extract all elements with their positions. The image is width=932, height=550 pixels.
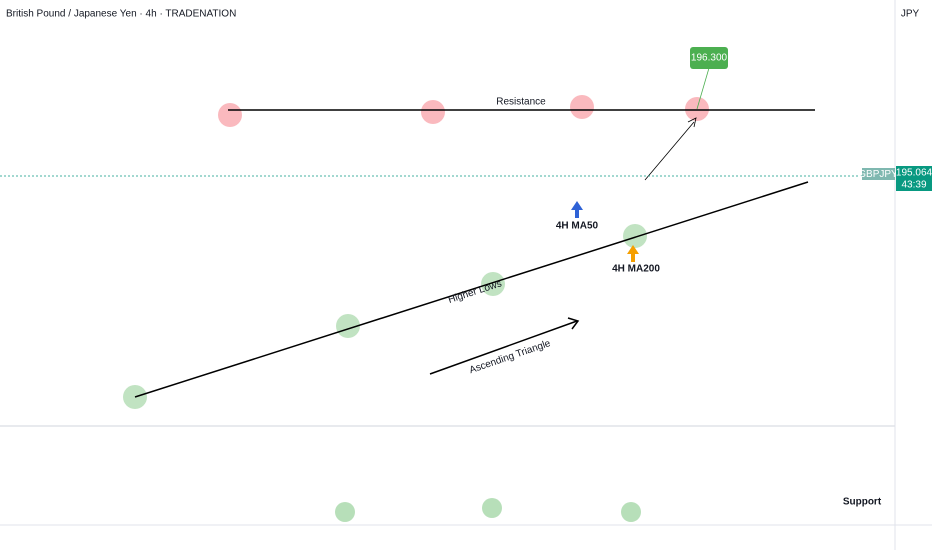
highlight-rsi: [335, 502, 355, 522]
symbol-box: [862, 168, 895, 180]
symbol-label: GBPJPY: [858, 169, 898, 180]
chart-title: British Pound / Japanese Yen · 4h · TRAD…: [6, 9, 236, 20]
highlight-rsi: [621, 502, 641, 522]
highlight-rsi: [482, 498, 502, 518]
triangle-arrow: [429, 320, 578, 375]
arrow-head: [687, 117, 697, 128]
ma200-label: 4H MA200: [612, 264, 660, 275]
highlight-top: [570, 95, 594, 119]
highlight-top: [218, 103, 242, 127]
last-price-box: [896, 166, 932, 191]
currency: JPY: [901, 9, 920, 20]
support-label: Support: [843, 497, 882, 508]
target-box: [690, 47, 728, 69]
projection-arrow: [644, 121, 695, 181]
target-label: 196.300: [691, 53, 728, 64]
ma50-arrow: [571, 201, 583, 218]
ma50-label: 4H MA50: [556, 221, 599, 232]
resistance-label: Resistance: [496, 97, 546, 108]
highlight-low: [481, 272, 505, 296]
arrow-head: [567, 317, 580, 330]
trend-line: [134, 181, 809, 398]
countdown: 43:39: [901, 180, 926, 191]
highlight-low: [623, 224, 647, 248]
highlight-low: [336, 314, 360, 338]
highlight-top: [421, 100, 445, 124]
drawings: [0, 47, 895, 522]
last-price: 195.064: [896, 168, 932, 179]
target-connector: [696, 67, 710, 110]
ma200-arrow: [627, 245, 639, 262]
